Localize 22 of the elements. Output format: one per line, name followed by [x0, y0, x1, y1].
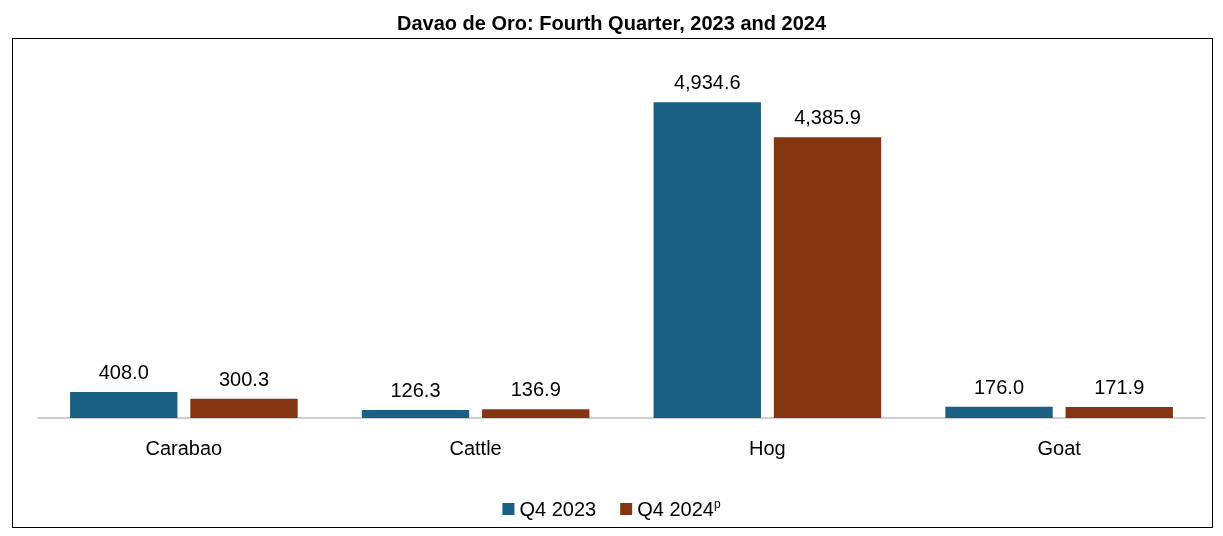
data-label: 126.3	[390, 378, 441, 401]
bar	[773, 137, 882, 418]
x-tick-label: Cattle	[449, 437, 502, 459]
data-label: 4,934.6	[673, 71, 741, 94]
bar	[361, 409, 470, 418]
bar	[1065, 407, 1173, 418]
x-tick-label: Hog	[749, 437, 786, 459]
data-label: 176.0	[973, 375, 1025, 398]
data-label: 136.9	[510, 378, 561, 401]
data-label: 4,385.9	[794, 106, 861, 129]
data-label: 408.0	[98, 360, 149, 383]
bar	[653, 102, 761, 418]
x-tick-label: Goat	[1037, 437, 1082, 459]
data-label: 300.3	[218, 367, 270, 390]
bar	[482, 409, 590, 418]
legend-label: Q4 2023	[519, 498, 597, 520]
data-label: 171.9	[1094, 376, 1145, 398]
chart-title: Davao de Oro: Fourth Quarter, 2023 and 2024	[396, 12, 827, 34]
x-tick-label: Carabao	[145, 437, 223, 459]
bar	[945, 406, 1053, 418]
bar	[70, 391, 178, 418]
bar	[190, 398, 298, 418]
